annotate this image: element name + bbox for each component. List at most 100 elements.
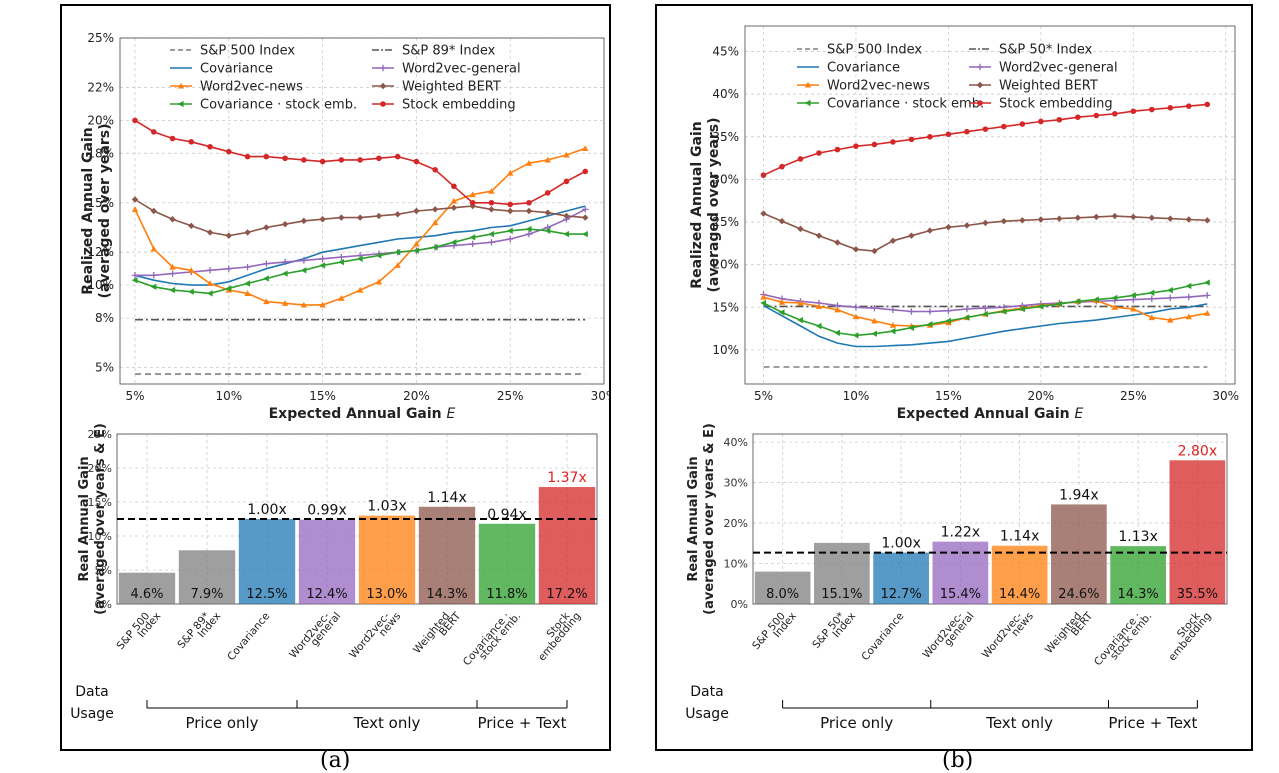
bar-ratio-label: 1.14x — [1000, 529, 1039, 545]
data-point-stock-embedding — [927, 134, 933, 140]
data-point-covariance-stock-emb — [338, 258, 344, 266]
data-point-stock-embedding — [169, 135, 176, 142]
data-point-stock-embedding — [469, 199, 476, 206]
bar-y-tick-label: 30% — [724, 477, 748, 490]
data-point-weighted-bert — [778, 217, 786, 225]
data-point-stock-embedding — [982, 126, 989, 132]
data-point-covariance-stock-emb — [525, 225, 532, 233]
data-point-weighted-bert — [1204, 217, 1211, 224]
data-point-covariance-stock-emb — [1037, 303, 1044, 310]
data-point-covariance-stock-emb — [131, 277, 138, 284]
data-point-word2vec-general — [263, 260, 270, 267]
data-point-covariance-stock-emb — [244, 280, 251, 287]
data-point-covariance-stock-emb — [263, 275, 269, 282]
data-point-word2vec-news — [525, 160, 533, 166]
data-point-covariance-stock-emb — [450, 239, 457, 246]
data-point-word2vec-news — [815, 303, 823, 309]
plot-frame — [119, 37, 605, 385]
bar-value-label: 17.2% — [546, 587, 587, 602]
data-point-word2vec-general — [225, 265, 233, 272]
data-point-word2vec-news — [356, 286, 364, 293]
data-point-word2vec-news — [319, 301, 326, 308]
data-point-weighted-bert — [319, 216, 326, 223]
data-point-stock-embedding — [1112, 110, 1118, 117]
bar-ratio-label: 1.22x — [941, 525, 980, 541]
bar-ratio-label: 1.37x — [547, 470, 586, 486]
data-point-stock-embedding — [890, 139, 896, 145]
y-tick-label: 12% — [87, 245, 114, 259]
data-point-weighted-bert — [225, 232, 233, 239]
data-point-covariance-stock-emb — [281, 270, 288, 277]
bar-plot-frame — [752, 433, 1228, 605]
y-axis-label: Realized Annual Gain — [80, 127, 96, 294]
data-point-stock-embedding — [376, 155, 382, 162]
data-point-word2vec-news — [797, 299, 804, 306]
data-point-stock-embedding — [413, 158, 420, 165]
data-point-weighted-bert — [169, 216, 176, 223]
legend-marker-word2vec-general — [976, 63, 984, 71]
y-tick-label: 45% — [712, 45, 739, 59]
data-point-weighted-bert — [1019, 217, 1026, 224]
data-point-covariance-stock-emb — [1185, 282, 1192, 290]
data-point-word2vec-news — [871, 317, 878, 324]
bar-word2vec-news — [358, 515, 416, 604]
data-point-word2vec-general — [338, 253, 345, 261]
data-point-stock-embedding — [507, 201, 514, 208]
bar-y-axis-label: (averaged over years & E) — [702, 423, 717, 615]
usage-group-label: Price only — [185, 714, 258, 732]
data-point-weighted-bert — [394, 211, 401, 218]
data-point-covariance-stock-emb — [871, 330, 877, 337]
data-point-stock-embedding — [338, 157, 345, 163]
x-tick-label: 5% — [754, 389, 773, 403]
legend-entry: Word2vec-general — [999, 61, 1118, 76]
y-tick-label: 20% — [87, 113, 114, 127]
data-point-covariance-stock-emb — [188, 288, 194, 295]
data-point-covariance-stock-emb — [469, 234, 476, 241]
usage-group-label: Price only — [820, 714, 893, 732]
bar-value-label: 7.9% — [190, 587, 223, 602]
data-point-covariance-stock-emb — [760, 299, 767, 307]
data-point-weighted-bert — [1130, 213, 1137, 221]
data-point-word2vec-general — [908, 308, 915, 315]
bar-ratio-label: 1.14x — [427, 490, 466, 506]
x-tick-label: 25% — [497, 389, 524, 403]
bar-value-label: 14.3% — [426, 587, 467, 602]
data-point-covariance-stock-emb — [982, 310, 988, 318]
data-point-stock-embedding — [1056, 116, 1063, 123]
data-point-weighted-bert — [281, 220, 289, 228]
data-point-weighted-bert — [760, 210, 767, 217]
data-point-covariance-stock-emb — [356, 255, 363, 262]
data-point-word2vec-news — [244, 290, 251, 296]
data-point-word2vec-news — [281, 300, 289, 306]
data-point-word2vec-general — [1167, 294, 1174, 302]
data-point-stock-embedding — [282, 155, 288, 162]
data-point-weighted-bert — [926, 227, 934, 234]
data-point-stock-embedding — [797, 156, 804, 162]
data-point-word2vec-news — [1185, 313, 1192, 320]
data-point-word2vec-news — [834, 306, 841, 313]
data-point-weighted-bert — [982, 219, 989, 227]
data-point-stock-embedding — [1093, 112, 1100, 119]
data-point-weighted-bert — [1000, 217, 1008, 225]
y-tick-label: 10% — [87, 278, 114, 292]
data-point-covariance-stock-emb — [815, 322, 822, 330]
data-point-stock-embedding — [244, 153, 251, 160]
data-point-word2vec-general — [582, 206, 589, 213]
legend-entry: Covariance — [200, 62, 273, 77]
data-point-word2vec-general — [1204, 292, 1211, 299]
data-point-word2vec-general — [1148, 295, 1155, 302]
data-point-word2vec-general — [300, 257, 308, 264]
data-point-word2vec-general — [889, 306, 897, 314]
data-point-word2vec-news — [131, 206, 139, 212]
bar-y-axis-label: Real Annual Gain — [686, 456, 701, 581]
data-point-covariance-stock-emb — [206, 290, 213, 297]
legend-entry: Covariance · stock emb. — [827, 97, 984, 112]
bar-y-axis-label: (averaged over years & E) — [93, 423, 108, 615]
data-point-stock-embedding — [263, 153, 270, 160]
y-tick-label: 30% — [712, 172, 739, 186]
data-point-covariance-stock-emb — [778, 309, 785, 316]
data-point-covariance-stock-emb — [852, 332, 859, 339]
legend-entry: Word2vec-general — [402, 62, 521, 77]
data-point-weighted-bert — [300, 217, 308, 225]
data-point-word2vec-general — [871, 304, 878, 312]
